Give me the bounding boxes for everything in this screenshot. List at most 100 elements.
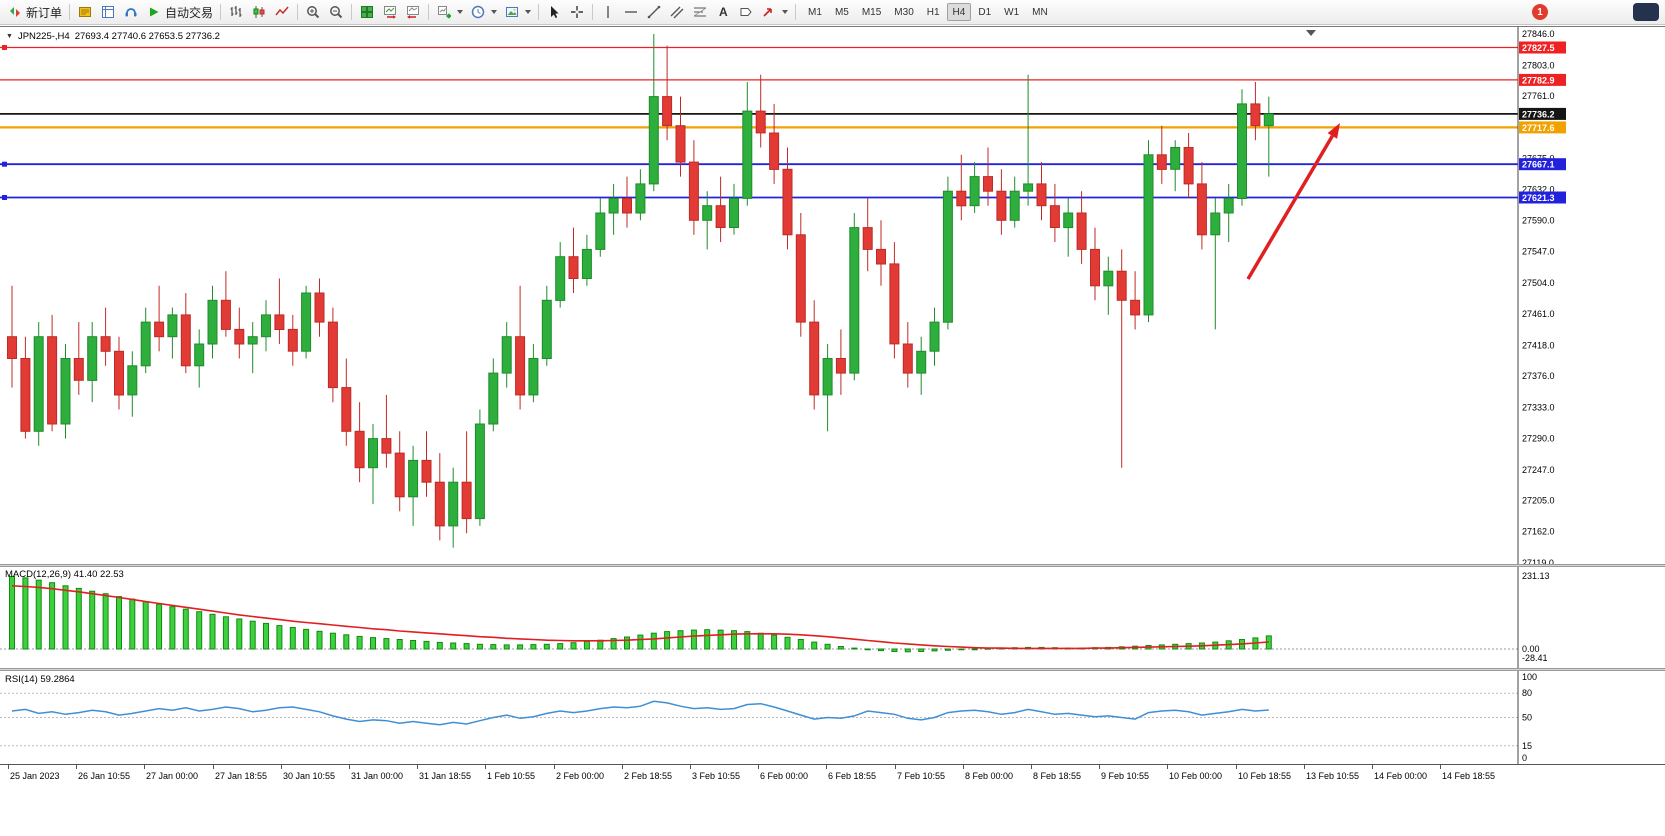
time-label: 3 Feb 10:55 <box>692 771 741 781</box>
toolbar-separator <box>297 4 299 20</box>
timeframe-h1-button[interactable]: H1 <box>926 6 940 18</box>
macd-panel-chart[interactable]: 231.13 0.00-28.41 <box>0 567 1568 668</box>
chart-symbol-period: JPN225-,H4 <box>17 31 70 42</box>
auto-scroll-button[interactable] <box>379 2 401 22</box>
panel-splitter[interactable] <box>0 668 1665 671</box>
time-tick <box>963 765 964 769</box>
candlestick-chart-icon <box>253 6 265 18</box>
toolbar-separator <box>69 4 71 20</box>
play-icon <box>150 7 159 17</box>
candlestick-chart-button[interactable] <box>248 2 270 22</box>
zoom-out-button[interactable] <box>325 2 347 22</box>
indicators-button[interactable] <box>433 2 466 22</box>
time-axis[interactable]: 25 Jan 2023 26 Jan 10:55 27 Jan 00:00 27 Ja… <box>0 764 1665 787</box>
clock-icon <box>471 5 485 19</box>
timeframe-d1-button[interactable]: D1 <box>978 6 992 18</box>
support-button[interactable] <box>120 2 142 22</box>
chart-shift-marker <box>1306 30 1316 36</box>
svg-text:27247.0: 27247.0 <box>1522 465 1555 475</box>
time-label: 14 Feb 18:55 <box>1442 771 1496 781</box>
timeframe-w1-button[interactable]: W1 <box>1004 6 1020 18</box>
svg-text:27632.0: 27632.0 <box>1522 185 1555 195</box>
svg-text:27667.1: 27667.1 <box>1522 160 1555 170</box>
toolbar-separator <box>220 4 222 20</box>
time-tick <box>895 765 896 769</box>
new-order-label: 新订单 <box>26 5 63 20</box>
time-tick <box>281 765 282 769</box>
time-label: 27 Jan 18:55 <box>215 771 268 781</box>
channel-icon <box>670 6 684 19</box>
svg-text:27205.0: 27205.0 <box>1522 495 1555 505</box>
arrows-tool-button[interactable] <box>758 2 791 22</box>
svg-text:27717.6: 27717.6 <box>1522 123 1555 133</box>
candles <box>7 34 1274 548</box>
new-order-button[interactable]: 新订单 <box>4 2 65 22</box>
bar-chart-button[interactable] <box>225 2 247 22</box>
svg-text:27461.0: 27461.0 <box>1522 309 1555 319</box>
market-watch-button[interactable] <box>74 2 96 22</box>
panel-splitter[interactable] <box>0 564 1665 567</box>
new-order-icon <box>10 7 20 17</box>
time-tick <box>826 765 827 769</box>
rsi-line <box>11 700 1269 726</box>
fibonacci-button[interactable] <box>689 2 711 22</box>
auto-trading-button[interactable]: 自动交易 <box>143 2 216 22</box>
fibonacci-icon <box>693 7 707 17</box>
chevron-down-icon <box>525 10 532 14</box>
templates-button[interactable] <box>501 2 534 22</box>
svg-text:27736.2: 27736.2 <box>1522 109 1555 119</box>
time-label: 6 Feb 00:00 <box>760 771 809 781</box>
chevron-down-icon <box>491 10 498 14</box>
zoom-out-icon <box>330 6 343 19</box>
chart-menu-arrow-icon[interactable]: ▼ <box>6 33 13 40</box>
label-tool-button[interactable] <box>735 2 757 22</box>
time-label: 2 Feb 00:00 <box>556 771 605 781</box>
crosshair-button[interactable] <box>566 2 588 22</box>
time-label: 1 Feb 10:55 <box>487 771 536 781</box>
svg-text:27290.0: 27290.0 <box>1522 434 1555 444</box>
time-tick <box>690 765 691 769</box>
price-chart[interactable]: 27846.027803.027761.027718.027675.027632… <box>0 27 1568 564</box>
zoom-in-button[interactable] <box>302 2 324 22</box>
periods-button[interactable] <box>467 2 500 22</box>
cursor-button[interactable] <box>543 2 565 22</box>
channel-button[interactable] <box>666 2 688 22</box>
vertical-line-button[interactable] <box>597 2 619 22</box>
timeframe-m5-button[interactable]: M5 <box>834 6 849 18</box>
trendline-button[interactable] <box>643 2 665 22</box>
auto-scroll-icon <box>384 6 397 19</box>
chart-title: ▼ JPN225-,H4 27693.4 27740.6 27653.5 277… <box>6 31 220 42</box>
line-chart-button[interactable] <box>271 2 293 22</box>
data-window-button[interactable] <box>97 2 119 22</box>
time-tick <box>1099 765 1100 769</box>
svg-text:27827.5: 27827.5 <box>1522 43 1555 53</box>
horizontal-line-button[interactable] <box>620 2 642 22</box>
cursor-icon <box>551 6 559 18</box>
timeframe-h4-button[interactable]: H4 <box>946 3 972 21</box>
tile-windows-icon <box>361 6 374 18</box>
notification-badge[interactable]: 1 <box>1532 4 1548 20</box>
svg-text:27547.0: 27547.0 <box>1522 247 1555 257</box>
time-tick <box>1372 765 1373 769</box>
timeframe-mn-button[interactable]: MN <box>1032 6 1048 18</box>
timeframe-m30-button[interactable]: M30 <box>894 6 914 18</box>
chart-window: ▼ JPN225-,H4 27693.4 27740.6 27653.5 277… <box>0 26 1665 787</box>
time-tick <box>1167 765 1168 769</box>
tile-windows-button[interactable] <box>356 2 378 22</box>
rsi-panel-chart[interactable]: 100 80 50 15 0 <box>0 671 1568 764</box>
svg-text:27162.0: 27162.0 <box>1522 527 1555 537</box>
time-label: 6 Feb 18:55 <box>828 771 877 781</box>
chart-shift-button[interactable] <box>402 2 424 22</box>
timeframe-m15-button[interactable]: M15 <box>861 6 882 18</box>
svg-text:231.13: 231.13 <box>1522 571 1550 581</box>
text-tool-button[interactable]: A <box>712 2 734 22</box>
window-corner-button[interactable] <box>1633 3 1659 21</box>
macd-label: MACD(12,26,9) 41.40 22.53 <box>5 569 124 580</box>
timeframe-m1-button[interactable]: M1 <box>808 6 822 18</box>
svg-text:27782.9: 27782.9 <box>1522 75 1555 85</box>
chevron-down-icon <box>457 10 464 14</box>
time-tick <box>8 765 9 769</box>
svg-text:27376.0: 27376.0 <box>1522 371 1555 381</box>
zoom-in-icon <box>307 6 320 19</box>
